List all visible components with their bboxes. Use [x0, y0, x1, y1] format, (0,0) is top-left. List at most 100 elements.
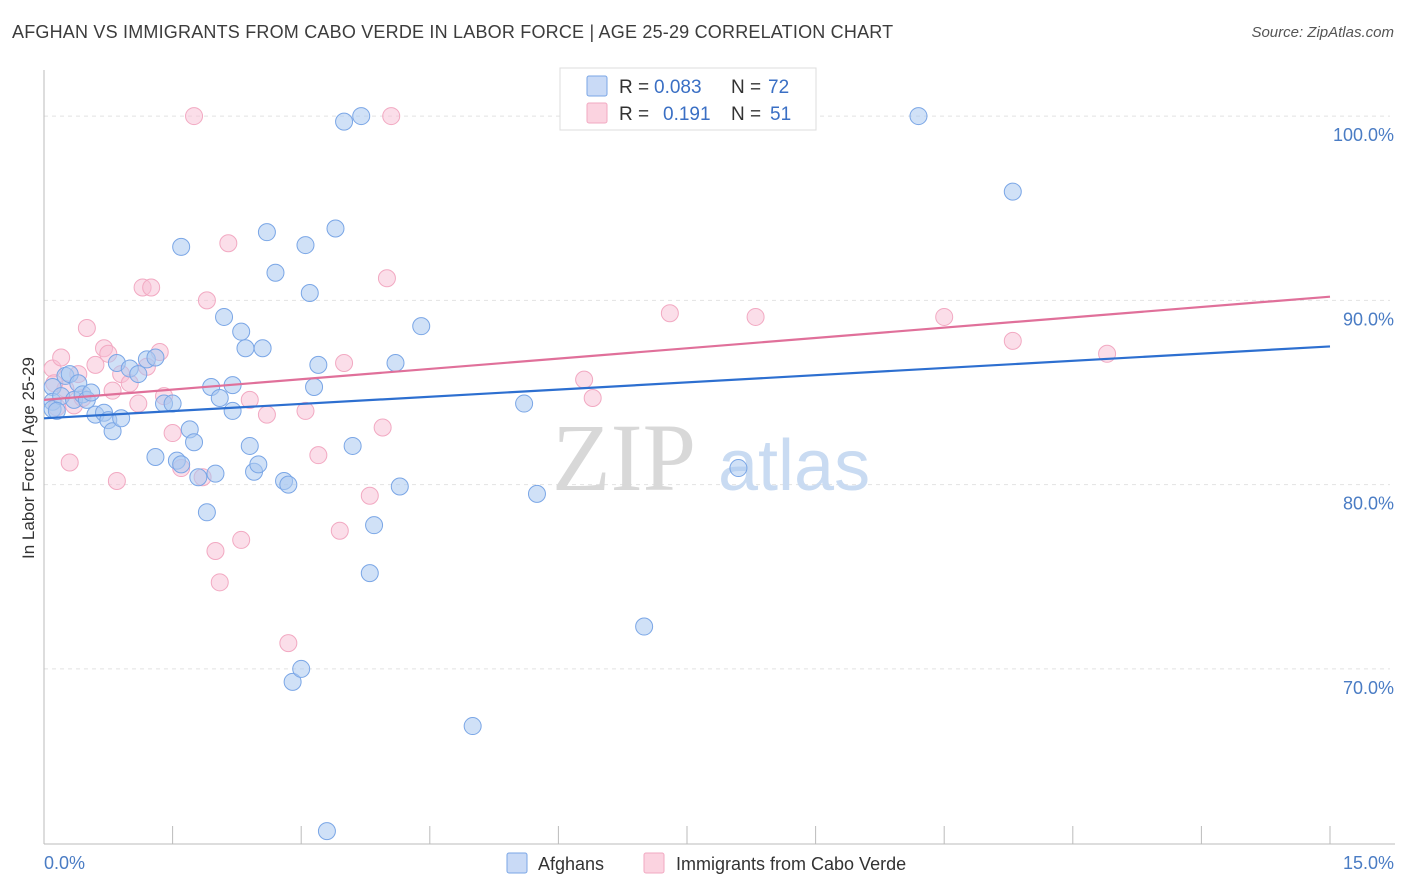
chart-title: AFGHAN VS IMMIGRANTS FROM CABO VERDE IN …: [12, 22, 894, 42]
y-axis-title: In Labor Force | Age 25-29: [19, 357, 38, 559]
cabo-verde-point: [335, 354, 354, 373]
legend-r-label-2: R =: [619, 104, 649, 125]
cabo-verde-point: [129, 394, 148, 413]
afghans-point: [189, 468, 208, 487]
legend-swatch-cabo-verde: [586, 102, 608, 124]
source-label: Source: ZipAtlas.com: [1251, 24, 1394, 41]
watermark-zip: ZIP: [552, 404, 696, 511]
cabo-verde-point: [52, 348, 71, 367]
series-cabo-verde: [43, 107, 1117, 653]
cabo-verde-point: [382, 107, 401, 126]
legend-n-label-1: N =: [731, 77, 761, 98]
cabo-verde-point: [185, 107, 204, 126]
y-tick-labels: 70.0% 80.0% 90.0% 100.0%: [1333, 125, 1394, 698]
afghans-point: [257, 223, 276, 242]
afghans-point: [309, 355, 328, 374]
afghans-trend-line: [43, 345, 1331, 420]
afghans-point: [305, 377, 324, 396]
afghans-point: [206, 464, 225, 483]
x-tick-label: 0.0%: [44, 853, 85, 873]
cabo-verde-point: [142, 278, 161, 297]
trend-lines: [43, 295, 1331, 420]
afghans-point: [335, 112, 354, 131]
cabo-verde-point: [86, 355, 105, 374]
cabo-verde-point: [219, 234, 238, 253]
afghans-point: [146, 348, 165, 367]
x-tick-labels: 0.0% 15.0%: [44, 853, 1394, 873]
afghans-point: [172, 237, 191, 256]
afghans-point: [365, 516, 384, 535]
x-tick-label: 15.0%: [1343, 853, 1394, 873]
afghans-point: [112, 409, 131, 428]
series-legend-label-cabo-verde: Immigrants from Cabo Verde: [676, 854, 906, 874]
afghans-point: [527, 484, 546, 503]
afghans-point: [635, 617, 654, 636]
y-tick-label: 70.0%: [1343, 678, 1394, 698]
series-legend: Afghans Immigrants from Cabo Verde: [506, 852, 906, 874]
afghans-point: [172, 455, 191, 474]
cabo-verde-point: [296, 401, 315, 420]
afghans-point: [47, 401, 66, 420]
legend-r-value-1: 0.083: [654, 77, 702, 98]
afghans-point: [515, 394, 534, 413]
gridlines: [44, 115, 1390, 670]
axes: [43, 70, 1395, 845]
cabo-verde-trend-line: [43, 295, 1331, 401]
afghans-point: [249, 455, 268, 474]
afghans-point: [215, 307, 234, 326]
afghans-point: [223, 401, 242, 420]
cabo-verde-point: [660, 304, 679, 323]
afghans-point: [360, 564, 379, 583]
afghans-point: [463, 717, 482, 736]
legend-swatch-afghans: [586, 75, 608, 97]
afghans-point: [296, 236, 315, 255]
cabo-verde-point: [575, 370, 594, 389]
afghans-point: [253, 339, 272, 358]
cabo-verde-point: [197, 291, 216, 310]
legend-r-value-2: 0.191: [663, 104, 711, 125]
cabo-verde-point: [373, 418, 392, 437]
cabo-verde-point: [377, 269, 396, 288]
afghans-point: [292, 659, 311, 678]
cabo-verde-point: [746, 307, 765, 326]
series-legend-swatch-afghans: [506, 852, 528, 874]
cabo-verde-point: [279, 634, 298, 653]
afghans-point: [232, 322, 251, 341]
afghans-point: [390, 477, 409, 496]
afghans-point: [352, 107, 371, 126]
cabo-verde-point: [935, 307, 954, 326]
cabo-verde-point: [232, 530, 251, 549]
cabo-verde-point: [309, 446, 328, 465]
legend-r-label-1: R =: [619, 77, 649, 98]
cabo-verde-point: [163, 424, 182, 443]
afghans-point: [386, 354, 405, 373]
cabo-verde-point: [206, 541, 225, 560]
afghans-point: [729, 459, 748, 478]
afghans-point: [197, 503, 216, 522]
cabo-verde-point: [77, 319, 96, 337]
correlation-legend: R = 0.083 N = 72 R = 0.191 N = 51: [559, 67, 817, 131]
cabo-verde-point: [583, 389, 602, 408]
cabo-verde-point: [103, 381, 122, 400]
series-legend-label-afghans: Afghans: [538, 854, 604, 874]
afghans-point: [283, 672, 302, 691]
legend-n-value-2: 51: [770, 104, 791, 125]
afghans-point: [82, 383, 101, 402]
watermark: ZIP atlas: [552, 404, 870, 511]
afghans-point: [236, 339, 255, 358]
legend-n-label-2: N =: [731, 104, 761, 125]
afghans-point: [317, 822, 336, 841]
afghans-point: [129, 365, 148, 384]
y-tick-label: 80.0%: [1343, 494, 1394, 514]
series-afghans: [43, 107, 1022, 841]
afghans-point: [343, 436, 362, 455]
afghans-point: [163, 394, 182, 413]
y-tick-label: 100.0%: [1333, 125, 1394, 145]
cabo-verde-point: [240, 390, 259, 409]
afghans-point: [279, 475, 298, 494]
afghans-point: [300, 283, 319, 302]
afghans-point: [412, 317, 431, 336]
afghans-point: [266, 263, 285, 282]
cabo-verde-point: [330, 521, 349, 540]
afghans-point: [146, 448, 165, 466]
